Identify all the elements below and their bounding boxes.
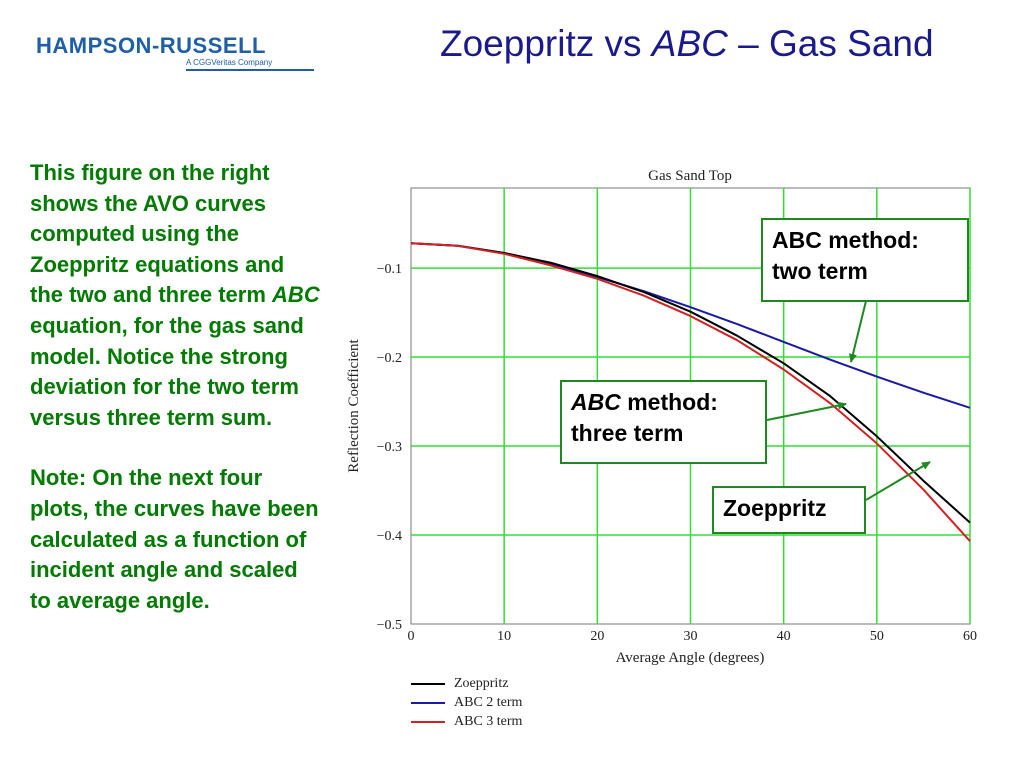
y-tick-label: −0.5 [377, 618, 402, 633]
callout-abc-three-term: ABC method: three term [560, 380, 767, 464]
description-p1-post: equation, for the gas sand model. Notice… [30, 312, 304, 430]
callout-abc-two-term: ABC method: two term [761, 218, 969, 302]
callout-three-term-rest: method: [620, 389, 718, 415]
chart-legend: Zoeppritz ABC 2 term ABC 3 term [411, 674, 522, 731]
title-pre: Zoeppritz vs [440, 23, 652, 64]
description-p1-em: ABC [272, 282, 320, 308]
callout-three-term-line2: three term [571, 420, 684, 446]
x-tick-label: 30 [684, 629, 698, 644]
title-post: – Gas Sand [727, 23, 934, 64]
legend-label-abc3: ABC 3 term [454, 713, 523, 729]
legend-item-abc3: ABC 3 term [411, 712, 522, 731]
series-lines [410, 242, 971, 542]
callout-three-term-line1: ABC method: [571, 387, 756, 418]
x-tick-label: 60 [963, 629, 977, 644]
arrow-zoeppritz [865, 461, 931, 501]
company-logo: HAMPSON-RUSSELL A CGGVeritas Company [36, 33, 314, 74]
description-paragraph-1: This figure on the right shows the AVO c… [30, 158, 320, 433]
description-paragraph-2: Note: On the next four plots, the curves… [30, 465, 319, 613]
x-tick-label: 50 [870, 629, 884, 644]
slide-title: Zoeppritz vs ABC – Gas Sand [440, 22, 1000, 66]
x-tick-label: 40 [777, 629, 791, 644]
logo-underline [186, 69, 314, 71]
x-axis-label: Average Angle (degrees) [616, 650, 765, 666]
y-tick-label: −0.3 [377, 440, 402, 455]
chart-title: Gas Sand Top [648, 168, 732, 184]
legend-label-abc2: ABC 2 term [454, 694, 523, 710]
x-tick-label: 10 [497, 629, 511, 644]
axes: 0 10 20 30 40 50 60 −0.1 −0.2 −0.3 −0.4 −0.5 [377, 262, 977, 644]
callout-zoeppritz: Zoeppritz [712, 486, 866, 534]
arrow-three-term [766, 401, 847, 421]
y-axis-label: Reflection Coefficient [346, 338, 362, 472]
callout-three-term-em: ABC [571, 389, 621, 415]
logo-tagline: A CGGVeritas Company [186, 58, 273, 67]
legend-swatch-zoeppritz [411, 682, 445, 685]
y-tick-label: −0.4 [377, 529, 402, 544]
description-p1-pre: This figure on the right shows the AVO c… [30, 160, 285, 308]
x-tick-label: 20 [590, 629, 604, 644]
series-line-abc-3-term [410, 242, 971, 542]
callout-arrows [766, 300, 931, 501]
description-text: This figure on the right shows the AVO c… [30, 158, 320, 616]
y-tick-label: −0.1 [377, 262, 402, 277]
legend-item-zoeppritz: Zoeppritz [411, 674, 522, 693]
legend-label-zoeppritz: Zoeppritz [454, 675, 509, 691]
arrow-two-term [849, 300, 867, 363]
y-tick-label: −0.2 [377, 351, 402, 366]
legend-swatch-abc2 [411, 701, 445, 704]
x-tick-label: 0 [408, 629, 415, 644]
title-em: ABC [651, 23, 728, 64]
legend-swatch-abc3 [411, 720, 445, 723]
logo-wordmark: HAMPSON-RUSSELL [36, 33, 266, 58]
legend-item-abc2: ABC 2 term [411, 693, 522, 712]
